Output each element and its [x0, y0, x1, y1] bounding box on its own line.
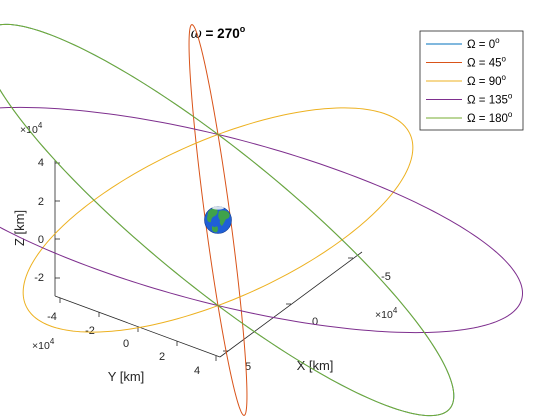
- legend: Ω = 0o Ω = 45o Ω = 90o Ω = 135o Ω = 180o: [419, 30, 524, 131]
- z-ticks: -2 0 2 4: [34, 157, 60, 284]
- chart-title: ω = 270o: [191, 24, 246, 42]
- z-tick-label: 4: [38, 157, 44, 169]
- orbit-line-180: [0, 23, 455, 417]
- x-axis-label: X [km]: [297, 358, 334, 373]
- legend-label: Ω = 0o: [467, 36, 500, 51]
- z-tick-label: 2: [38, 196, 44, 208]
- orbit-series-group: [0, 23, 524, 417]
- y-tick-label: 4: [194, 365, 200, 377]
- y-tick-label: -4: [47, 311, 57, 323]
- y-tick-label: 0: [123, 338, 129, 350]
- earth-globe: [204, 206, 232, 234]
- legend-label: Ω = 90o: [467, 73, 507, 88]
- earth-ice-cap: [212, 206, 224, 210]
- y-axis-line: [54, 295, 221, 358]
- legend-label: Ω = 180o: [467, 110, 513, 125]
- earth-land: [212, 226, 218, 233]
- x-ticks: -5 0 5: [223, 257, 391, 373]
- orbit-line-135: [0, 106, 524, 334]
- z-tick-label: 0: [38, 234, 44, 246]
- legend-label: Ω = 135o: [467, 92, 513, 107]
- x-multiplier: ×104: [375, 306, 398, 321]
- y-ticks: -4 -2 0 2 4: [47, 298, 217, 377]
- x-tick-label: 0: [312, 316, 318, 328]
- earth-land: [218, 210, 230, 226]
- earth-land: [207, 208, 218, 223]
- z-axis-label: Z [km]: [12, 210, 27, 246]
- x-tick-label: -5: [381, 271, 391, 283]
- y-tick-label: -2: [85, 325, 95, 337]
- z-tick-label: -2: [34, 272, 44, 284]
- y-tick-label: 2: [159, 351, 165, 363]
- y-multiplier: ×104: [32, 337, 55, 352]
- y-axis-label: Y [km]: [108, 369, 145, 384]
- x-tick-label: 5: [245, 361, 251, 373]
- legend-label: Ω = 45o: [467, 55, 507, 70]
- x-axis-line: [219, 251, 363, 358]
